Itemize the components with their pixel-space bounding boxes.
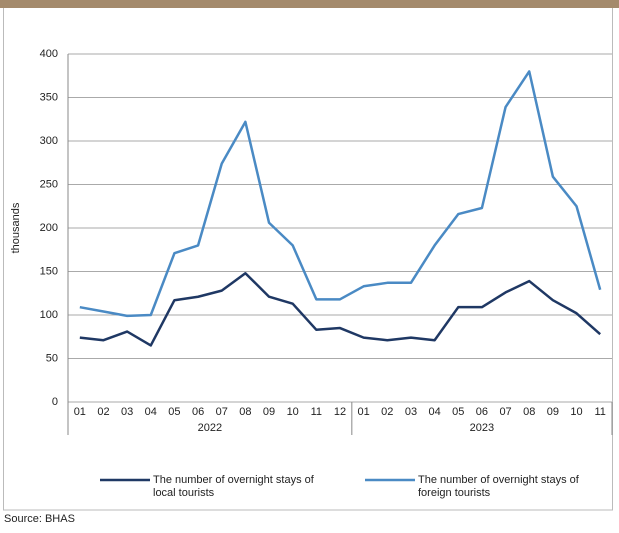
x-tick-label: 09 [547, 406, 559, 418]
x-tick-label: 02 [97, 406, 109, 418]
x-tick-label: 03 [121, 406, 133, 418]
x-tick-label: 07 [499, 406, 511, 418]
x-tick-label: 08 [523, 406, 535, 418]
y-tick-label: 400 [40, 48, 58, 60]
x-tick-label: 05 [452, 406, 464, 418]
y-tick-label: 50 [46, 352, 58, 364]
source: Source: BHAS [4, 513, 75, 525]
x-tick-label: 06 [192, 406, 204, 418]
x-group-label: 2022 [198, 422, 222, 434]
legend-label: The number of overnight stays of local t… [153, 474, 314, 499]
top-bar [0, 0, 619, 8]
x-tick-label: 04 [428, 406, 440, 418]
x-group-label: 2023 [470, 422, 494, 434]
x-tick-label: 11 [594, 406, 605, 418]
x-tick-label: 10 [570, 406, 582, 418]
series-line [79, 271, 602, 347]
x-tick-label: 03 [405, 406, 417, 418]
x-tick-label: 05 [168, 406, 180, 418]
x-tick-label: 12 [334, 406, 346, 418]
y-tick-label: 350 [40, 91, 58, 103]
x-tick-label: 02 [381, 406, 393, 418]
x-tick-label: 08 [239, 406, 251, 418]
x-tick-label: 10 [287, 406, 299, 418]
x-tick-label: 01 [358, 406, 370, 418]
y-axis-label: thousands [10, 202, 22, 253]
y-tick-label: 150 [40, 265, 58, 277]
x-tick-label: 09 [263, 406, 275, 418]
y-tick-label: 0 [52, 396, 58, 408]
x-tick-label: 07 [216, 406, 228, 418]
legend-label: The number of overnight stays of foreign… [418, 474, 579, 499]
y-tick-label: 100 [40, 309, 58, 321]
x-tick-label: 01 [74, 406, 86, 418]
y-tick-label: 250 [40, 178, 58, 190]
y-tick-label: 200 [40, 222, 58, 234]
x-tick-label: 06 [476, 406, 488, 418]
series-line [79, 70, 602, 318]
x-tick-label: 11 [311, 406, 322, 418]
y-tick-label: 300 [40, 135, 58, 147]
x-tick-label: 04 [145, 406, 157, 418]
frame [3, 8, 613, 511]
